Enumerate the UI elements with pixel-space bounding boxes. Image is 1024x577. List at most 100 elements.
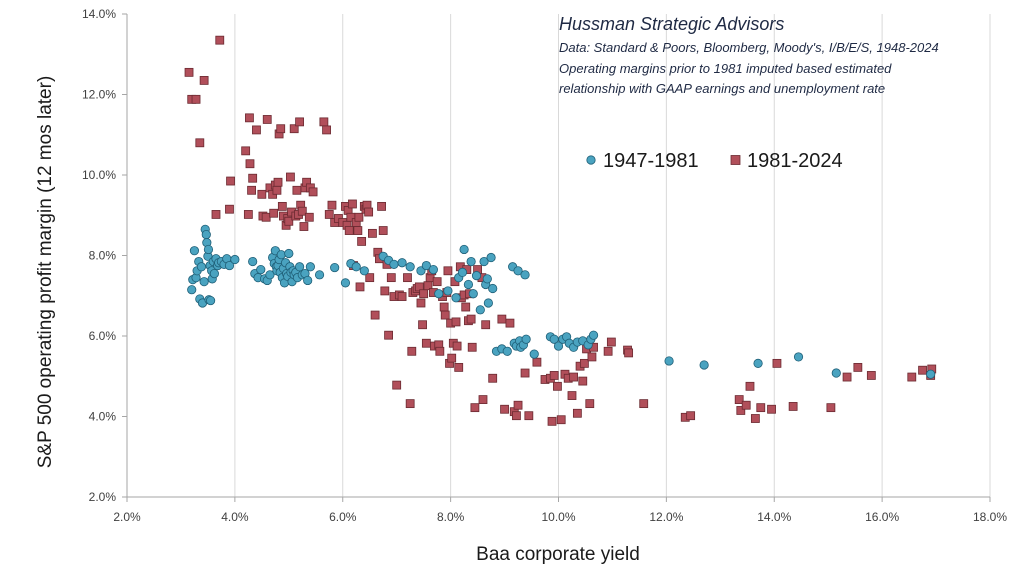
point-1981-2024 xyxy=(497,314,507,324)
legend: 1947-1981 1981-2024 xyxy=(586,150,843,172)
point-1981-2024 xyxy=(520,368,530,378)
point-1981-2024 xyxy=(257,189,267,199)
point-1981-2024 xyxy=(736,406,746,415)
point-1981-2024 xyxy=(319,117,329,127)
y-tick-label: 8.0% xyxy=(89,249,117,263)
point-1981-2024 xyxy=(252,125,261,135)
point-1981-2024 xyxy=(354,212,364,222)
point-1947-1981 xyxy=(793,352,804,362)
point-1981-2024 xyxy=(272,185,282,195)
annotation-line-3: relationship with GAAP earnings and unem… xyxy=(559,81,885,96)
point-1981-2024 xyxy=(292,185,302,195)
point-1947-1981 xyxy=(466,256,476,267)
point-1981-2024 xyxy=(918,365,927,375)
point-1981-2024 xyxy=(419,289,429,299)
y-tick-label: 14.0% xyxy=(82,7,116,21)
point-1981-2024 xyxy=(184,67,194,77)
point-1981-2024 xyxy=(248,173,258,183)
point-1981-2024 xyxy=(225,204,234,214)
point-1947-1981 xyxy=(351,262,361,272)
point-1981-2024 xyxy=(215,35,225,45)
point-1981-2024 xyxy=(378,226,388,235)
point-1981-2024 xyxy=(467,342,477,352)
point-1981-2024 xyxy=(556,415,566,425)
point-1947-1981 xyxy=(486,252,496,263)
annotation-line-2: Operating margins prior to 1981 imputed … xyxy=(559,61,892,76)
point-1947-1981 xyxy=(248,256,258,267)
point-1981-2024 xyxy=(273,177,283,187)
point-1981-2024 xyxy=(344,226,354,235)
x-tick-label: 8.0% xyxy=(437,510,465,524)
point-1981-2024 xyxy=(488,373,498,383)
point-1947-1981 xyxy=(421,260,431,271)
point-1947-1981 xyxy=(699,360,709,370)
point-1981-2024 xyxy=(243,210,253,219)
point-1981-2024 xyxy=(286,172,295,182)
x-tick-label: 12.0% xyxy=(649,510,683,524)
point-1981-2024 xyxy=(245,159,255,169)
point-1981-2024 xyxy=(547,416,557,426)
point-1981-2024 xyxy=(262,115,272,124)
point-1947-1981 xyxy=(664,356,674,366)
point-1981-2024 xyxy=(686,411,696,421)
point-1981-2024 xyxy=(211,210,221,219)
point-1981-2024 xyxy=(579,358,589,368)
point-1947-1981 xyxy=(753,358,763,368)
point-1981-2024 xyxy=(195,138,205,148)
point-1947-1981 xyxy=(405,262,415,272)
point-1981-2024 xyxy=(452,341,462,351)
point-1947-1981 xyxy=(199,277,209,287)
point-1947-1981 xyxy=(520,270,530,280)
point-1947-1981 xyxy=(256,264,266,275)
point-1947-1981 xyxy=(397,258,407,268)
point-1947-1981 xyxy=(475,305,485,315)
point-1947-1981 xyxy=(513,266,523,276)
x-tick-label: 4.0% xyxy=(221,510,249,524)
point-1981-2024 xyxy=(289,124,299,134)
point-1981-2024 xyxy=(324,210,334,219)
point-1981-2024 xyxy=(572,408,582,418)
point-1947-1981 xyxy=(459,244,469,255)
x-tick-label: 18.0% xyxy=(973,510,1007,524)
point-1981-2024 xyxy=(418,320,427,330)
point-1947-1981 xyxy=(463,279,474,290)
point-1981-2024 xyxy=(567,391,577,400)
point-1947-1981 xyxy=(831,368,841,378)
point-1947-1981 xyxy=(359,266,369,276)
point-1981-2024 xyxy=(532,357,542,367)
point-1947-1981 xyxy=(443,286,453,296)
point-1981-2024 xyxy=(386,273,396,283)
point-1981-2024 xyxy=(247,185,256,195)
point-1981-2024 xyxy=(405,399,415,409)
point-1947-1981 xyxy=(340,278,351,288)
point-1981-2024 xyxy=(603,346,613,356)
point-1981-2024 xyxy=(549,371,559,380)
point-1947-1981 xyxy=(196,262,207,272)
point-1981-2024 xyxy=(553,381,562,391)
point-1981-2024 xyxy=(772,358,782,368)
point-1981-2024 xyxy=(513,400,523,410)
point-1981-2024 xyxy=(454,362,464,372)
y-tick-label: 12.0% xyxy=(82,88,116,102)
point-1981-2024 xyxy=(295,117,305,127)
point-1981-2024 xyxy=(461,302,471,312)
point-1947-1981 xyxy=(330,262,340,273)
point-1981-2024 xyxy=(370,310,380,320)
point-1981-2024 xyxy=(435,346,445,356)
point-1981-2024 xyxy=(377,201,386,211)
point-1981-2024 xyxy=(842,372,852,382)
point-1981-2024 xyxy=(368,228,377,238)
point-1947-1981 xyxy=(276,250,286,260)
point-1947-1981 xyxy=(303,275,313,286)
point-1981-2024 xyxy=(355,282,365,292)
point-1947-1981 xyxy=(457,267,468,278)
grid-lines xyxy=(234,14,991,497)
point-1981-2024 xyxy=(348,199,357,209)
x-tick-label: 16.0% xyxy=(865,510,899,524)
point-1981-2024 xyxy=(392,380,402,390)
x-tick-labels: 2.0% 4.0% 6.0% 8.0% 10.0% 12.0% 14.0% 16.0% 18.0… xyxy=(113,510,1007,524)
point-1981-2024 xyxy=(606,337,616,347)
point-1981-2024 xyxy=(397,292,407,301)
point-1947-1981 xyxy=(588,330,599,340)
